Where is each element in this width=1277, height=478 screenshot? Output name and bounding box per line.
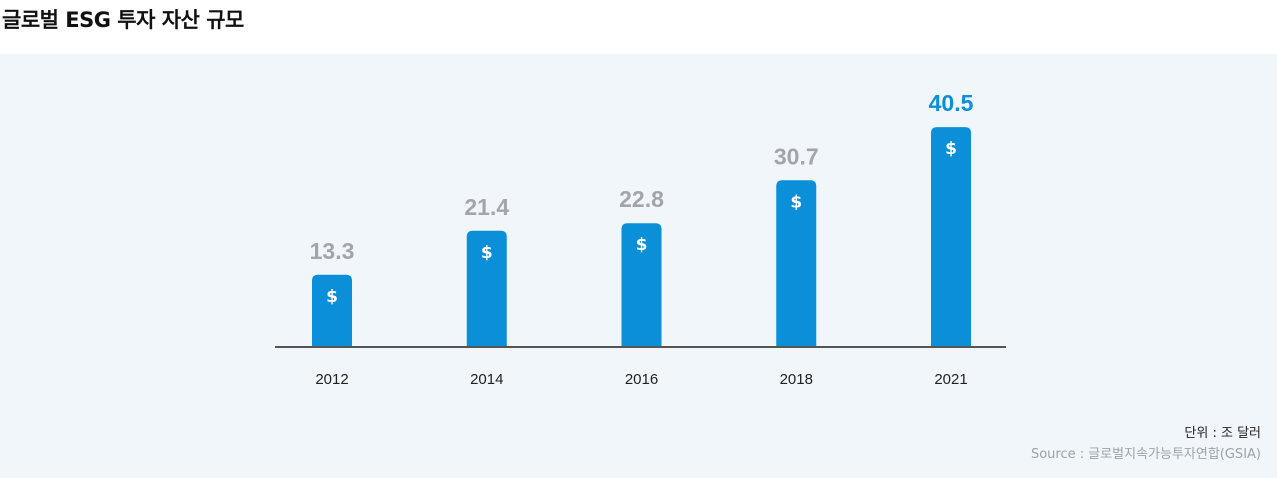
- dollar-icon: $: [481, 243, 493, 263]
- dollar-icon: $: [636, 235, 648, 255]
- page-title: 글로벌 ESG 투자 자산 규모: [2, 8, 244, 32]
- value-label-2012: 13.3: [310, 238, 355, 264]
- bar-2018: [776, 180, 817, 347]
- x-tick-label-2014: 2014: [470, 371, 503, 388]
- dollar-icon: $: [326, 287, 338, 307]
- labels-layer: 13.3 2012 21.4 2014 22.8 2016 30.7 2018 40.5 2021: [310, 90, 974, 388]
- bar-2016: [621, 223, 662, 347]
- x-tick-label-2012: 2012: [315, 371, 348, 388]
- source-note: Source : 글로벌지속가능투자연합(GSIA): [1030, 447, 1261, 462]
- value-label-2014: 21.4: [464, 194, 509, 220]
- bar-2014: [466, 230, 507, 347]
- x-tick-label-2016: 2016: [625, 371, 658, 388]
- dollar-icon: $: [790, 192, 802, 212]
- bar-2012: [312, 274, 352, 347]
- x-tick-label-2021: 2021: [934, 371, 967, 388]
- unit-note: 단위 : 조 달러: [1184, 426, 1261, 441]
- dollar-icon: $: [945, 139, 957, 159]
- bars-layer: $ $ $ $ $: [312, 127, 971, 348]
- x-tick-label-2018: 2018: [780, 371, 813, 388]
- bar-2021: [931, 127, 971, 348]
- value-label-2021: 40.5: [929, 90, 974, 116]
- value-label-2018: 30.7: [774, 143, 819, 169]
- value-label-2016: 22.8: [619, 186, 664, 212]
